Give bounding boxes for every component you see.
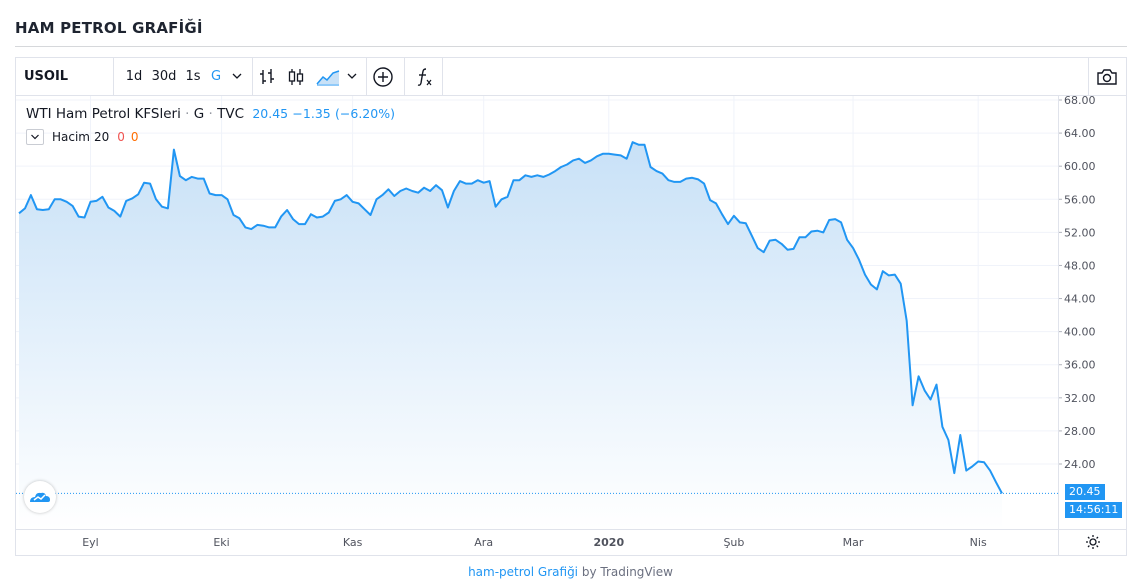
x-tick-label: Eyl bbox=[82, 536, 99, 549]
bar-chart-icon[interactable] bbox=[258, 67, 278, 87]
collapse-legend-button[interactable] bbox=[26, 129, 44, 145]
chevron-down-icon[interactable] bbox=[346, 71, 360, 83]
y-tick-label: 36.00 bbox=[1064, 359, 1096, 372]
y-tick-label: 32.00 bbox=[1064, 392, 1096, 405]
gear-icon bbox=[1085, 535, 1100, 549]
chart-widget: USOIL 1d 30d 1s G bbox=[15, 57, 1127, 556]
price-line bbox=[18, 141, 1003, 494]
toolbar-divider bbox=[404, 58, 405, 95]
chart-toolbar: USOIL 1d 30d 1s G bbox=[16, 58, 1126, 96]
interval-g[interactable]: G bbox=[210, 69, 222, 84]
y-tick-label: 44.00 bbox=[1064, 293, 1096, 306]
y-tick-label: 52.00 bbox=[1064, 226, 1096, 239]
x-tick-label: Şub bbox=[723, 536, 744, 549]
y-tick-label: 40.00 bbox=[1064, 326, 1096, 339]
toolbar-divider bbox=[1088, 58, 1089, 95]
legend-symbol-name: WTI Ham Petrol KFSleri bbox=[26, 106, 181, 122]
legend-last-price: 20.45 bbox=[252, 106, 289, 121]
interval-1s[interactable]: 1s bbox=[185, 69, 201, 84]
tradingview-logo-icon bbox=[30, 492, 50, 502]
chart-attribution: ham-petrol Grafiği by TradingView bbox=[0, 565, 1141, 579]
attribution-link[interactable]: ham-petrol Grafiği bbox=[468, 565, 579, 579]
price-chart[interactable]: 24.00 28.00 32.00 36.00 40.00 44.00 48.00 52.00… bbox=[16, 96, 1126, 555]
camera-icon[interactable] bbox=[1096, 67, 1118, 87]
last-price-tag: 20.45 bbox=[1065, 484, 1105, 500]
legend-source: TVC bbox=[217, 106, 245, 122]
legend-separator: · bbox=[185, 106, 190, 122]
y-tick-label: 56.00 bbox=[1064, 193, 1096, 206]
y-tick-label: 60.00 bbox=[1064, 160, 1096, 173]
y-tick-label: 48.00 bbox=[1064, 259, 1096, 272]
candlestick-icon[interactable] bbox=[286, 67, 306, 87]
area-chart-icon[interactable] bbox=[316, 67, 340, 87]
toolbar-divider bbox=[442, 58, 443, 95]
toolbar-divider bbox=[113, 58, 114, 95]
x-tick-label: Mar bbox=[843, 536, 864, 549]
chevron-down-icon[interactable] bbox=[231, 71, 245, 83]
page-title: HAM PETROL GRAFİĞİ bbox=[15, 19, 203, 37]
interval-30d[interactable]: 30d bbox=[151, 69, 177, 84]
y-tick-label: 68.00 bbox=[1064, 96, 1096, 107]
legend-change-percent: (−6.20%) bbox=[335, 106, 395, 121]
volume-period: 20 bbox=[94, 130, 110, 144]
tradingview-logo[interactable] bbox=[24, 481, 56, 513]
x-tick-label: Nis bbox=[970, 536, 987, 549]
toolbar-divider bbox=[252, 58, 253, 95]
legend-change: −1.35 bbox=[292, 106, 331, 121]
x-tick-label: Ara bbox=[474, 536, 493, 549]
attribution-by-text: by TradingView bbox=[581, 565, 673, 579]
legend-interval: G bbox=[193, 106, 205, 122]
y-tick-label: 24.00 bbox=[1064, 458, 1096, 471]
y-tick-label: 28.00 bbox=[1064, 425, 1096, 438]
function-icon[interactable] bbox=[413, 66, 435, 88]
bar-countdown-tag: 14:56:11 bbox=[1065, 502, 1123, 518]
price-area-fill bbox=[19, 142, 1002, 529]
symbol-search[interactable]: USOIL bbox=[24, 69, 69, 84]
legend-separator: · bbox=[208, 106, 213, 122]
chart-area[interactable]: 24.00 28.00 32.00 36.00 40.00 44.00 48.00 52.00… bbox=[16, 96, 1126, 555]
x-tick-label: 2020 bbox=[593, 536, 624, 549]
x-tick-label: Kas bbox=[343, 536, 363, 549]
volume-label: Hacim bbox=[52, 130, 90, 144]
chart-legend: WTI Ham Petrol KFSleri · G · TVC 20.45 −… bbox=[26, 106, 395, 122]
chart-settings-button[interactable] bbox=[1058, 529, 1126, 555]
chevron-down-icon bbox=[31, 134, 39, 140]
x-tick-label: Eki bbox=[213, 536, 229, 549]
y-tick-label: 64.00 bbox=[1064, 127, 1096, 140]
add-indicator-icon[interactable] bbox=[372, 66, 394, 88]
interval-1d[interactable]: 1d bbox=[125, 69, 143, 84]
volume-ma-value: 0 bbox=[130, 130, 139, 144]
title-divider bbox=[15, 46, 1127, 47]
volume-legend: Hacim 20 0 0 bbox=[26, 129, 139, 145]
toolbar-divider bbox=[366, 58, 367, 95]
volume-value: 0 bbox=[117, 130, 125, 144]
